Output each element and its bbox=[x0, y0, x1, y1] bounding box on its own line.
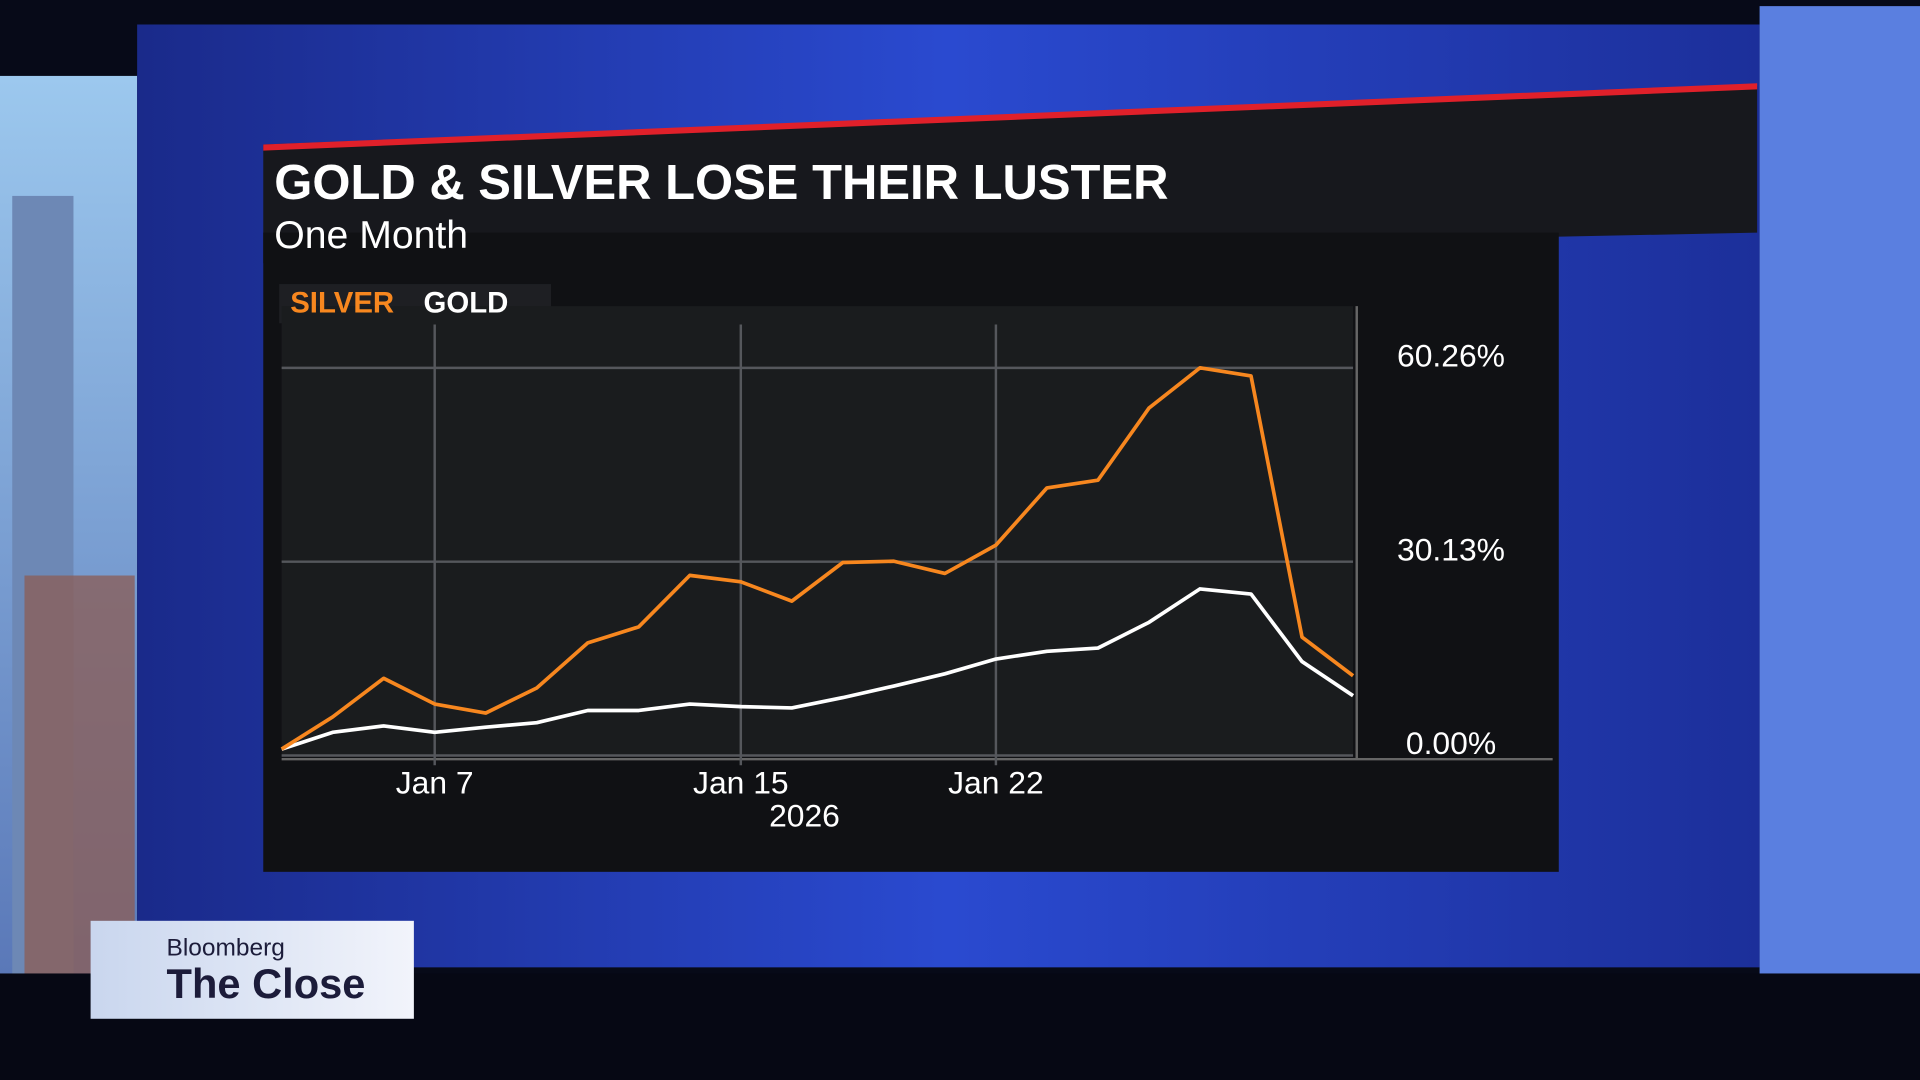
network-name: Bloomberg bbox=[167, 934, 285, 961]
y-tick-label: 30.13% bbox=[1397, 531, 1505, 567]
legend-entry: GOLD bbox=[424, 287, 509, 320]
x-tick-label: Jan 22 bbox=[948, 764, 1044, 800]
x-tick-label: Jan 7 bbox=[396, 764, 474, 800]
series-line bbox=[281, 587, 1355, 751]
plot: 0.00% 30.13% 60.26% Jan 7 Jan 15 Jan 22 2026 SI… bbox=[280, 287, 1553, 833]
x-tick-label: Jan 15 bbox=[693, 764, 789, 800]
plot-area bbox=[281, 306, 1354, 756]
right-screen bbox=[1759, 6, 1920, 992]
chart-title: GOLD & SILVER LOSE THEIR LUSTER bbox=[274, 156, 1168, 210]
title-rule bbox=[263, 83, 1758, 151]
show-name: The Close bbox=[167, 960, 366, 1007]
chart-subtitle: One Month bbox=[274, 214, 468, 257]
y-tick-label: 0.00% bbox=[1406, 725, 1496, 761]
branding-box bbox=[90, 920, 414, 1019]
series-line bbox=[280, 366, 1355, 751]
x-axis-label: 2026 bbox=[769, 797, 840, 833]
building bbox=[24, 575, 135, 980]
legend-entry: SILVER bbox=[290, 287, 394, 320]
y-tick-label: 60.26% bbox=[1397, 337, 1505, 373]
